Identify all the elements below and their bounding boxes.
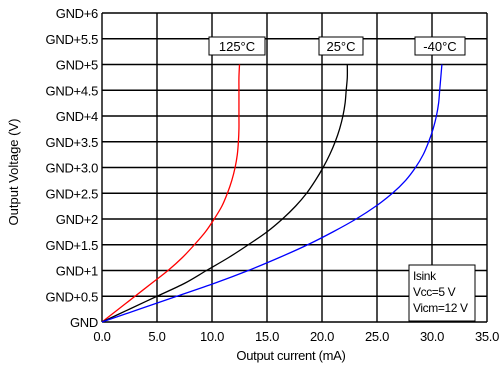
x-tick-label: 0.0 [93, 329, 110, 344]
series-labels: 125°C 25°C -40°C [208, 36, 466, 56]
series-line-0 [101, 64, 241, 323]
x-tick-label: 35.0 [475, 329, 499, 344]
y-tick-label: GND+3.0 [46, 161, 99, 176]
x-tick-label: 30.0 [420, 329, 444, 344]
y-tick-label: GND+4.5 [46, 83, 99, 98]
grid [101, 12, 488, 323]
y-tick-label: GND+5 [56, 58, 98, 73]
y-tick-label: GND+1.5 [46, 238, 99, 253]
conditions-line: Vicm=12 V [413, 301, 468, 315]
y-tick-labels: GND GND+0.5 GND+1 GND+1.5 GND+2 GND+2.5 GND+3.… [46, 6, 99, 330]
x-tick-label: 10.0 [200, 329, 224, 344]
series-lines [101, 64, 443, 323]
x-tick-label: 15.0 [255, 329, 279, 344]
series-label: -40°C [423, 39, 456, 54]
conditions-line: Isink [413, 269, 437, 283]
conditions-note: Isink Vcc=5 V Vicm=12 V [408, 264, 476, 322]
x-tick-label: 20.0 [310, 329, 334, 344]
x-tick-label: 25.0 [365, 329, 389, 344]
x-tick-labels: 0.0 5.0 10.0 15.0 20.0 25.0 30.0 35.0 [93, 329, 499, 344]
y-tick-label: GND [70, 315, 98, 330]
y-tick-label: GND+2 [56, 212, 98, 227]
y-tick-label: GND+4 [56, 109, 98, 124]
conditions-line: Vcc=5 V [413, 285, 456, 299]
y-tick-label: GND+6 [56, 6, 98, 21]
x-axis-label: Output current (mA) [236, 348, 345, 363]
x-tick-label: 5.0 [148, 329, 165, 344]
y-tick-label: GND+2.5 [46, 186, 99, 201]
y-tick-label: GND+0.5 [46, 289, 99, 304]
y-tick-label: GND+3.5 [46, 135, 99, 150]
series-label: 125°C [219, 39, 255, 54]
y-axis-label: Output Voltage (V) [6, 119, 21, 226]
conditions-box [408, 264, 476, 322]
series-label: 25°C [326, 39, 355, 54]
series-line-2 [101, 64, 443, 323]
series-label-box [208, 36, 266, 56]
series-label-box [414, 36, 466, 56]
series-line-1 [101, 64, 349, 323]
y-tick-label: GND+5.5 [46, 32, 99, 47]
y-tick-label: GND+1 [56, 264, 98, 279]
series-label-box [318, 36, 364, 56]
